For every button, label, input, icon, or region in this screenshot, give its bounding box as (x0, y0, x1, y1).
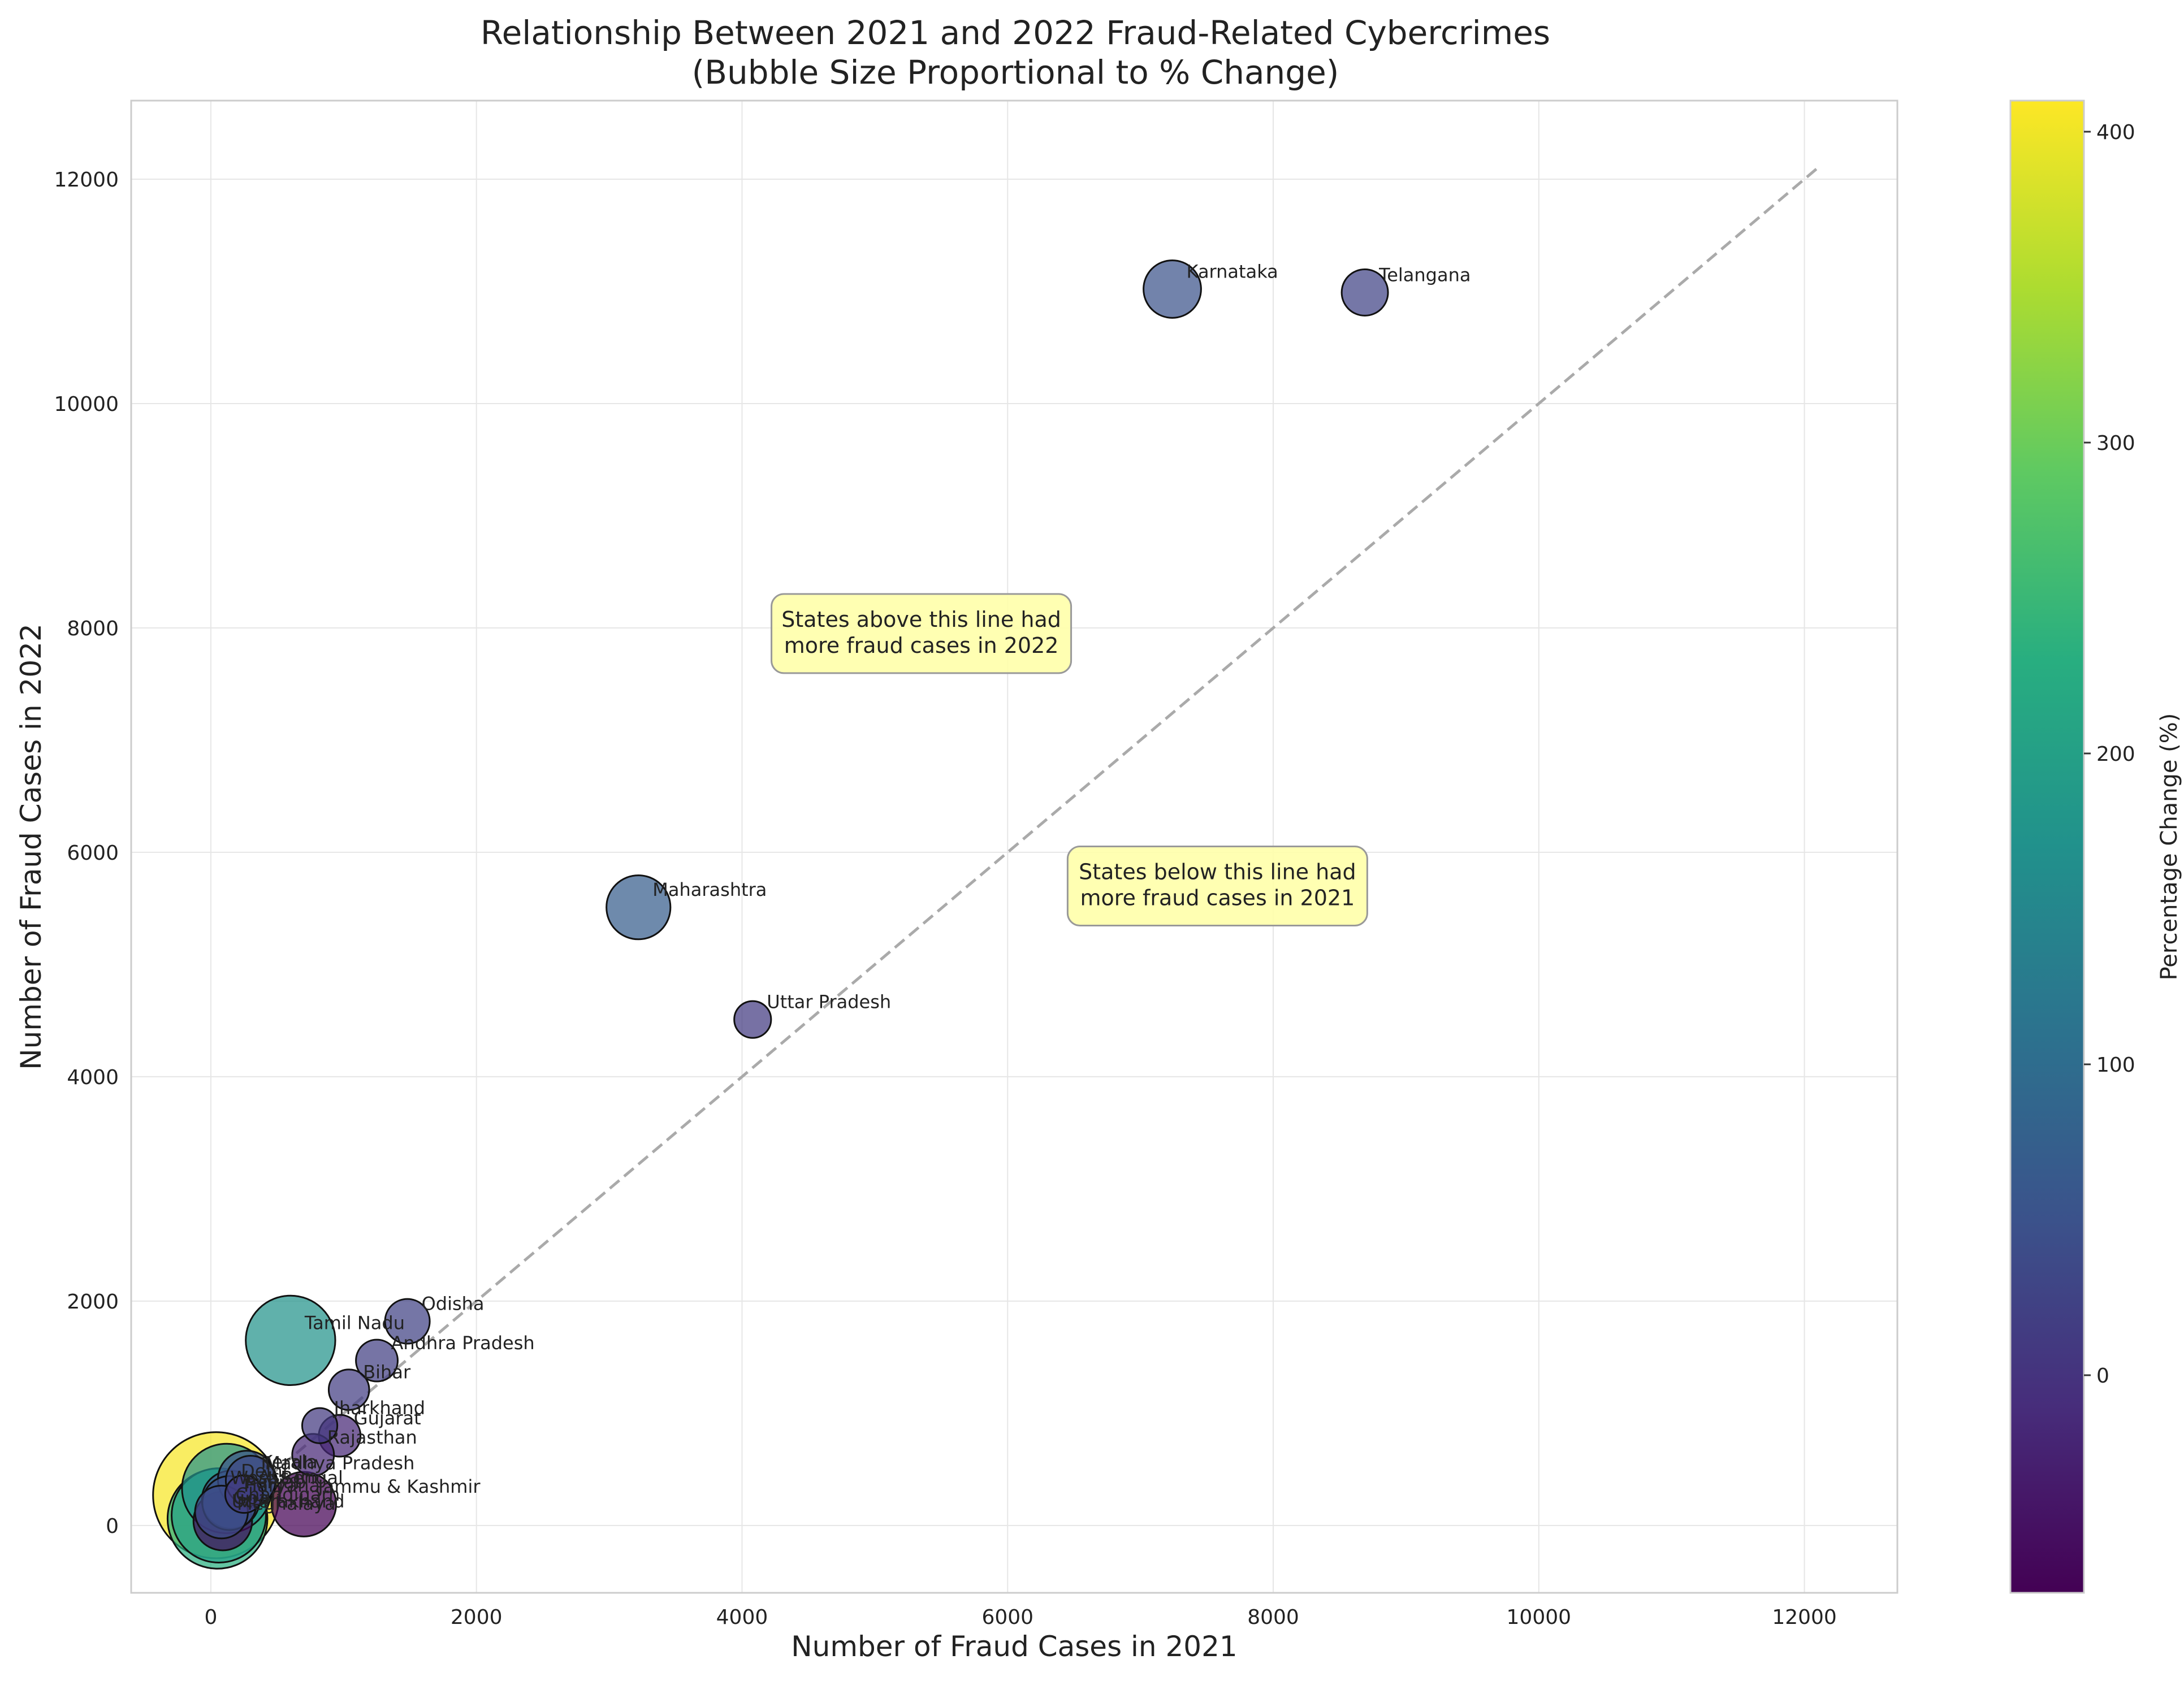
x-tick-label: 10000 (1507, 1606, 1572, 1629)
point-label: Jharkhand (333, 1397, 426, 1419)
diagonal-reference-line (210, 167, 1819, 1527)
bubble-point (245, 1294, 336, 1387)
colorbar (2009, 99, 2085, 1594)
point-label: Uttarakhand (232, 1491, 345, 1512)
x-tick-label: 6000 (981, 1606, 1033, 1629)
y-tick-label: 6000 (67, 842, 119, 865)
bubble-point (1340, 268, 1389, 317)
point-label: Haryana (244, 1475, 320, 1496)
point-labels: Karnataka Telangana Maharashtra Uttar Prade… (230, 261, 1471, 1514)
colorbar-tick-label: 0 (2096, 1364, 2109, 1388)
bubble-point (301, 1407, 339, 1444)
grid (131, 101, 1897, 1593)
colorbar-label: Percentage Change (%) (2156, 713, 2182, 981)
point-label: Karnataka (1187, 261, 1278, 282)
annotation-text: States below this line had (1079, 859, 1356, 884)
colorbar-tick-label: 400 (2096, 121, 2135, 144)
y-tick-label: 0 (106, 1515, 119, 1538)
annotation-box (1066, 845, 1368, 926)
x-axis-label: Number of Fraud Cases in 2021 (791, 1630, 1238, 1663)
bubble-point (224, 1474, 264, 1514)
point-label: Meghalaya (237, 1493, 336, 1514)
annotation-text: more fraud cases in 2021 (1080, 885, 1355, 910)
point-label: Rajasthan (327, 1427, 417, 1448)
point-label: Andhra Pradesh (391, 1332, 535, 1354)
point-label: Chandigarh (236, 1484, 340, 1505)
x-tick-label: 0 (204, 1606, 217, 1629)
point-label: Kerala (261, 1452, 317, 1473)
point-label: Tamil Nadu (304, 1312, 405, 1333)
point-label: Assam (258, 1466, 318, 1487)
colorbar-tick-label: 200 (2096, 743, 2135, 766)
point-label: Jammu & Kashmir (317, 1476, 481, 1497)
point-label: Delhi (241, 1460, 287, 1481)
axis-ticks: 0 2000 4000 6000 8000 10000 12000 0 2000 4000 6000… (54, 168, 1836, 1629)
point-label: Gujarat (354, 1407, 421, 1429)
point-label: Uttar Pradesh (767, 991, 891, 1013)
chart-subtitle: (Bubble Size Proportional to % Change) (692, 53, 1339, 92)
bubble-point (384, 1298, 431, 1345)
annotation-text: States above this line had (781, 607, 1061, 632)
annotation-box (771, 593, 1072, 674)
bubble-point (606, 874, 672, 941)
x-tick-label: 4000 (716, 1606, 768, 1629)
y-tick-label: 8000 (67, 617, 119, 640)
point-label: Bihar (363, 1362, 411, 1383)
bubble-point (1143, 259, 1202, 319)
bubble-point (327, 1368, 370, 1411)
colorbar-tick-label: 100 (2096, 1054, 2135, 1077)
x-tick-label: 2000 (451, 1606, 503, 1629)
x-tick-label: 8000 (1247, 1606, 1299, 1629)
bubbles (152, 259, 1389, 1570)
colorbar-tick-label: 300 (2096, 432, 2135, 455)
plot-frame (130, 99, 1898, 1594)
point-label: Punjab (245, 1471, 306, 1493)
chart-title: Relationship Between 2021 and 2022 Fraud… (481, 14, 1550, 52)
point-label: Maharashtra (652, 879, 767, 900)
colorbar-ticks: 0 100 200 300 400 (2084, 121, 2135, 1388)
point-label: Odisha (422, 1293, 485, 1315)
point-label: Goa (233, 1487, 269, 1509)
reference-line-layer (210, 167, 1819, 1527)
point-label: Telangana (1378, 264, 1471, 285)
y-tick-label: 2000 (67, 1290, 119, 1314)
point-label: Madhya Pradesh (265, 1453, 414, 1474)
x-tick-label: 12000 (1772, 1606, 1837, 1629)
y-tick-label: 12000 (54, 168, 119, 192)
y-axis-label: Number of Fraud Cases in 2022 (15, 623, 47, 1070)
bubble-point (733, 1000, 772, 1039)
bubble-point (355, 1338, 399, 1383)
y-tick-label: 4000 (67, 1066, 119, 1089)
point-label: West Bengal (230, 1467, 343, 1488)
y-tick-label: 10000 (54, 393, 119, 416)
annotation-text: more fraud cases in 2022 (784, 633, 1059, 658)
